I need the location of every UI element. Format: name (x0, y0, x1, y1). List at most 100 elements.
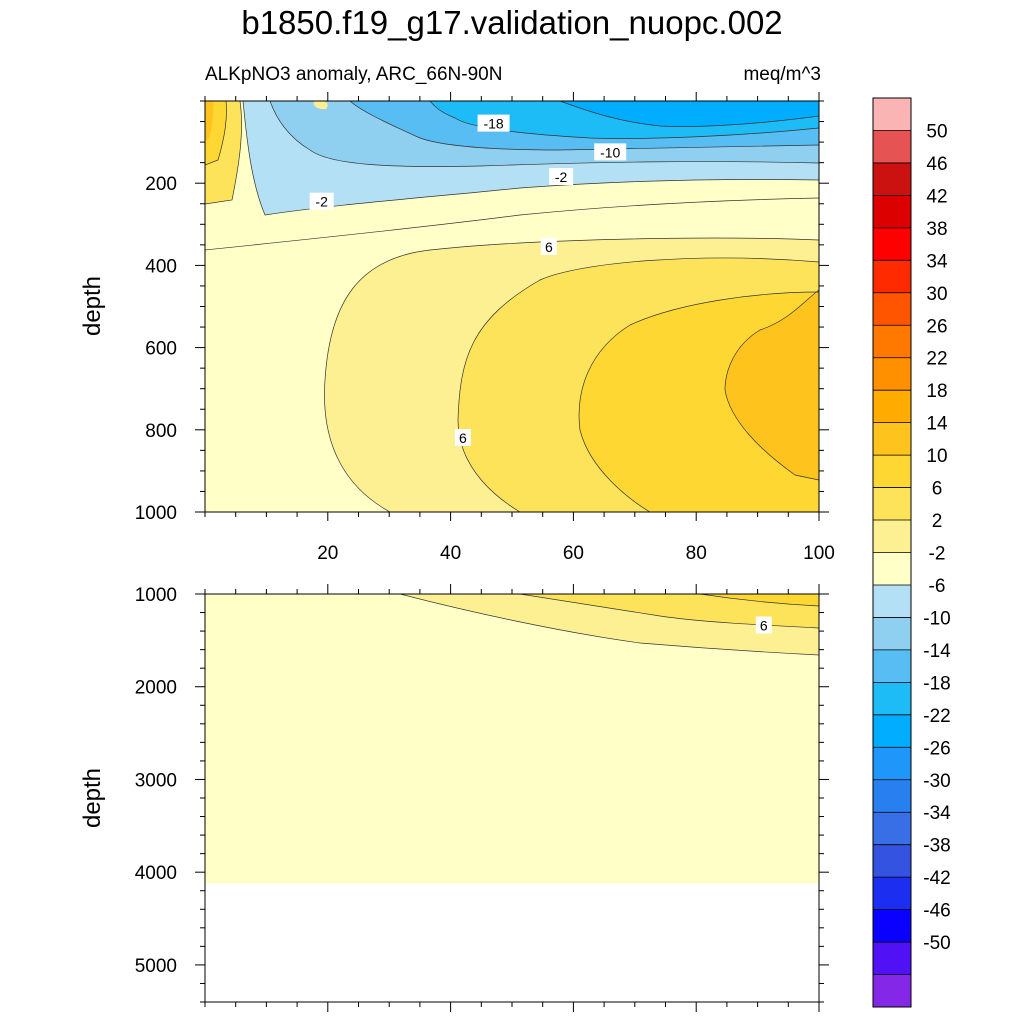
lower-contour-fill (205, 594, 819, 884)
colorbar-frame (872, 97, 912, 1008)
colorbar-swatch (873, 649, 911, 683)
colorbar-swatch (873, 98, 911, 131)
colorbar-label: -46 (923, 901, 950, 922)
contour-label-bg (454, 429, 471, 447)
contour-label: -18 (483, 116, 503, 132)
upper-y-tick-label: 800 (145, 421, 177, 442)
colorbar-swatch (873, 455, 911, 489)
colorbar-label: -38 (923, 836, 950, 857)
upper-y-tick-label: 600 (145, 339, 177, 360)
contour-label-bg (309, 192, 334, 210)
colorbar-swatch (873, 422, 911, 456)
upper-x-tick-label: 60 (563, 543, 584, 564)
colorbar-swatch (873, 130, 911, 164)
colorbar-label: 22 (926, 349, 947, 370)
upper-x-tick-label: 20 (317, 543, 338, 564)
colorbar-swatch (873, 714, 911, 748)
colorbar-swatch (873, 162, 911, 196)
upper-x-tick-label: 40 (440, 543, 461, 564)
lower-y-axis-label: depth (79, 768, 106, 828)
colorbar-swatch (873, 390, 911, 424)
colorbar-label: -50 (923, 933, 950, 954)
contour-label: -2 (315, 194, 328, 210)
colorbar-label: -42 (923, 868, 950, 889)
upper-panel: 20 40 60 80 100 200 400 600 800 1000 depth -18 -10… (79, 92, 835, 564)
contour-label-bg (540, 237, 557, 255)
upper-x-tick-label: 80 (686, 543, 707, 564)
colorbar-swatch (873, 617, 911, 651)
colorbar-swatch (873, 227, 911, 261)
colorbar-label: -30 (923, 771, 950, 792)
colorbar-label: 2 (932, 511, 943, 532)
colorbar-swatch (873, 520, 911, 553)
lower-ticks: 1000 2000 3000 4000 5000 (135, 584, 829, 1012)
contour-label: 6 (545, 239, 553, 255)
colorbar-label: 26 (926, 316, 947, 337)
colorbar-swatch (873, 260, 911, 294)
upper-x-tick-label: 100 (803, 543, 835, 564)
colorbar-label: -26 (923, 738, 950, 759)
colorbar-label: 34 (926, 251, 948, 272)
colorbar-label: 18 (926, 381, 947, 402)
left-subtitle: ALKpNO3 anomaly, ARC_66N-90N (205, 64, 503, 85)
lower-panel: 1000 2000 3000 4000 5000 depth 6 (79, 584, 829, 1012)
colorbar-label: -14 (923, 641, 951, 662)
colorbar-swatch (873, 909, 911, 943)
colorbar-swatch (873, 974, 911, 1008)
upper-contour-lines (205, 101, 819, 512)
lower-y-tick-label: 2000 (135, 678, 177, 699)
colorbar-label: -10 (923, 608, 950, 629)
colorbar-swatch (873, 552, 911, 586)
colorbar-swatch (873, 844, 911, 878)
upper-contour-fill (205, 101, 819, 512)
colorbar-label: -34 (923, 803, 951, 824)
colorbar-label: 6 (932, 479, 943, 500)
lower-y-tick-label: 1000 (135, 585, 177, 606)
upper-contour-labels: -18 -10 -2 -2 6 6 (309, 114, 627, 447)
figure-title: b1850.f19_g17.validation_nuopc.002 (241, 4, 783, 41)
colorbar-swatch (873, 325, 911, 359)
colorbar-swatch (873, 584, 911, 618)
colorbar-label: -6 (929, 576, 946, 597)
colorbar-label: 38 (926, 219, 947, 240)
upper-y-tick-label: 400 (145, 256, 177, 277)
contour-label-bg (594, 143, 627, 161)
colorbar-label: 30 (926, 284, 947, 305)
colorbar: 50 46 42 38 34 30 26 22 18 14 10 6 2 -2 -6 -10 -14 -18 -22… (872, 97, 951, 1008)
colorbar-label: 14 (926, 414, 948, 435)
colorbar-label: -22 (923, 706, 950, 727)
contour-label: 6 (760, 618, 768, 634)
upper-y-tick-label: 1000 (135, 503, 177, 524)
upper-y-tick-label: 200 (145, 174, 177, 195)
colorbar-swatch (873, 357, 911, 391)
colorbar-swatch (873, 877, 911, 911)
lower-contour-labels: 6 (755, 616, 772, 634)
colorbar-swatch (873, 812, 911, 846)
colorbar-label: 42 (926, 186, 947, 207)
colorbar-swatch (873, 942, 911, 976)
colorbar-label: 46 (926, 154, 947, 175)
upper-y-axis-label: depth (79, 276, 106, 336)
contour-label: 6 (459, 430, 467, 446)
colorbar-label: 10 (926, 446, 947, 467)
colorbar-label: 50 (926, 121, 947, 142)
colorbar-label: -18 (923, 673, 950, 694)
contour-label-bg (477, 114, 510, 132)
colorbar-swatch (873, 682, 911, 716)
colorbar-swatch (873, 292, 911, 326)
colorbar-swatch (873, 779, 911, 813)
lower-y-tick-label: 3000 (135, 770, 177, 791)
upper-ticks: 20 40 60 80 100 200 400 600 800 1000 (135, 92, 835, 564)
contour-label: -2 (555, 169, 568, 185)
lower-y-tick-label: 4000 (135, 863, 177, 884)
colorbar-swatch (873, 747, 911, 781)
contour-label: -10 (600, 144, 620, 160)
colorbar-label: -2 (929, 544, 946, 565)
contour-label-bg (755, 616, 772, 634)
colorbar-swatch (873, 487, 911, 521)
units-subtitle: meq/m^3 (743, 64, 821, 85)
lower-y-tick-label: 5000 (135, 956, 177, 977)
contour-label-bg (549, 168, 574, 186)
colorbar-swatch (873, 195, 911, 229)
